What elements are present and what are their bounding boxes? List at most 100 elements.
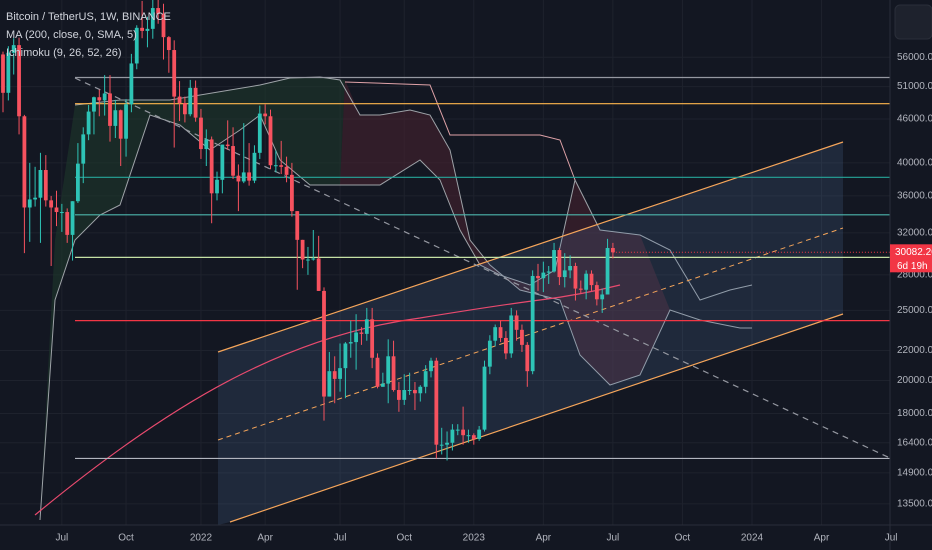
ichimoku-cloud-bear	[340, 80, 575, 300]
candle-body	[386, 356, 391, 384]
candle-body	[509, 315, 514, 354]
candle-body	[81, 134, 86, 164]
candle-body	[247, 172, 251, 181]
candle-body	[594, 285, 599, 300]
candle-body	[391, 356, 396, 391]
candle-body	[1, 54, 5, 93]
y-tick-label: 16400.00	[897, 437, 932, 448]
candle-body	[204, 139, 209, 150]
candle-body	[6, 52, 11, 93]
ichimoku-span-b	[344, 81, 576, 181]
candle-body	[552, 250, 556, 272]
candle-body	[445, 442, 449, 445]
candle-body	[118, 110, 123, 139]
last-price: 30082.26 6d 19h	[890, 244, 932, 273]
y-tick-label: 25000.00	[897, 305, 932, 316]
candle-body	[397, 390, 401, 400]
candle-body	[161, 13, 166, 38]
chart-title: Bitcoin / TetherUS, 1W, BINANCE	[6, 11, 171, 23]
candle-body	[439, 444, 444, 446]
candle-body	[263, 113, 268, 117]
candle-body	[145, 28, 150, 31]
candle-body	[504, 337, 508, 354]
candle-body	[300, 239, 305, 260]
indicator-label: Ichimoku (9, 26, 52, 26)	[6, 47, 122, 59]
candle-body	[525, 344, 530, 372]
candle-body	[584, 273, 589, 290]
candle-body	[423, 371, 428, 387]
candle-body	[402, 390, 407, 400]
y-tick-label: 32000.00	[897, 228, 932, 239]
candle-body	[413, 390, 417, 394]
candle-body	[257, 113, 262, 153]
candle-body	[43, 170, 48, 201]
candle-body	[38, 170, 43, 198]
candle-body	[520, 329, 524, 345]
candle-body	[236, 175, 241, 182]
candle-body	[220, 144, 225, 180]
x-tick-label: Jul	[334, 533, 347, 544]
candle-body	[536, 275, 540, 279]
channel-fill	[218, 142, 843, 525]
y-tick-label: 51000.00	[897, 81, 932, 92]
candle-body	[578, 288, 583, 290]
candle-body	[487, 340, 492, 367]
candle-body	[156, 8, 161, 14]
candle-body	[407, 390, 412, 392]
candle-body	[193, 87, 198, 118]
indicator-label: MA (200, close, 0, SMA, 5)	[6, 29, 137, 41]
candle-body	[231, 146, 235, 176]
candles	[1, 0, 615, 461]
candle-body	[306, 259, 310, 261]
candle-body	[97, 97, 102, 101]
candle-body	[124, 104, 128, 139]
candle-body	[316, 258, 321, 291]
candle-body	[514, 315, 519, 330]
candle-body	[471, 435, 476, 439]
candle-body	[375, 357, 380, 387]
x-tick-label: Jul	[55, 533, 68, 544]
candle-body	[295, 211, 300, 240]
candle-body	[134, 27, 139, 64]
ichimoku-span-b	[39, 114, 753, 521]
candle-body	[450, 429, 455, 443]
x-tick-label: Apr	[536, 533, 552, 544]
candle-body	[498, 327, 503, 338]
candle-body	[17, 45, 21, 117]
countdown: 6d 19h	[897, 261, 928, 272]
y-tick-label: 28000.00	[897, 269, 932, 280]
candle-body	[605, 247, 610, 295]
y-tick-label: 46000.00	[897, 114, 932, 125]
channel-bottom	[229, 313, 844, 523]
x-tick-label: Oct	[396, 533, 412, 544]
settings-button[interactable]	[894, 4, 932, 40]
candle-body	[600, 294, 605, 300]
moving-average	[34, 284, 621, 516]
y-tick-label: 56000.00	[897, 52, 932, 63]
candle-body	[359, 332, 364, 334]
candle-body	[22, 116, 27, 208]
candle-body	[92, 97, 96, 112]
candle-body	[455, 429, 460, 431]
candle-body	[76, 163, 80, 202]
candle-body	[466, 435, 471, 437]
levels	[75, 76, 890, 460]
candle-body	[140, 27, 144, 31]
price-label: 30082.26	[895, 247, 932, 258]
candle-body	[530, 275, 535, 372]
candle-body	[546, 271, 551, 273]
candle-body	[322, 290, 326, 397]
y-tick-label: 14900.00	[897, 468, 932, 479]
x-tick-label: 2024	[741, 533, 764, 544]
x-tick-label: 2023	[463, 533, 486, 544]
candle-body	[188, 87, 193, 115]
time-axis	[0, 525, 932, 550]
candle-body	[199, 117, 203, 150]
candle-body	[65, 212, 70, 235]
x-tick-label: Jul	[607, 533, 620, 544]
trend-line	[74, 77, 891, 459]
x-tick-label: Oct	[118, 533, 134, 544]
candle-body	[241, 172, 246, 182]
